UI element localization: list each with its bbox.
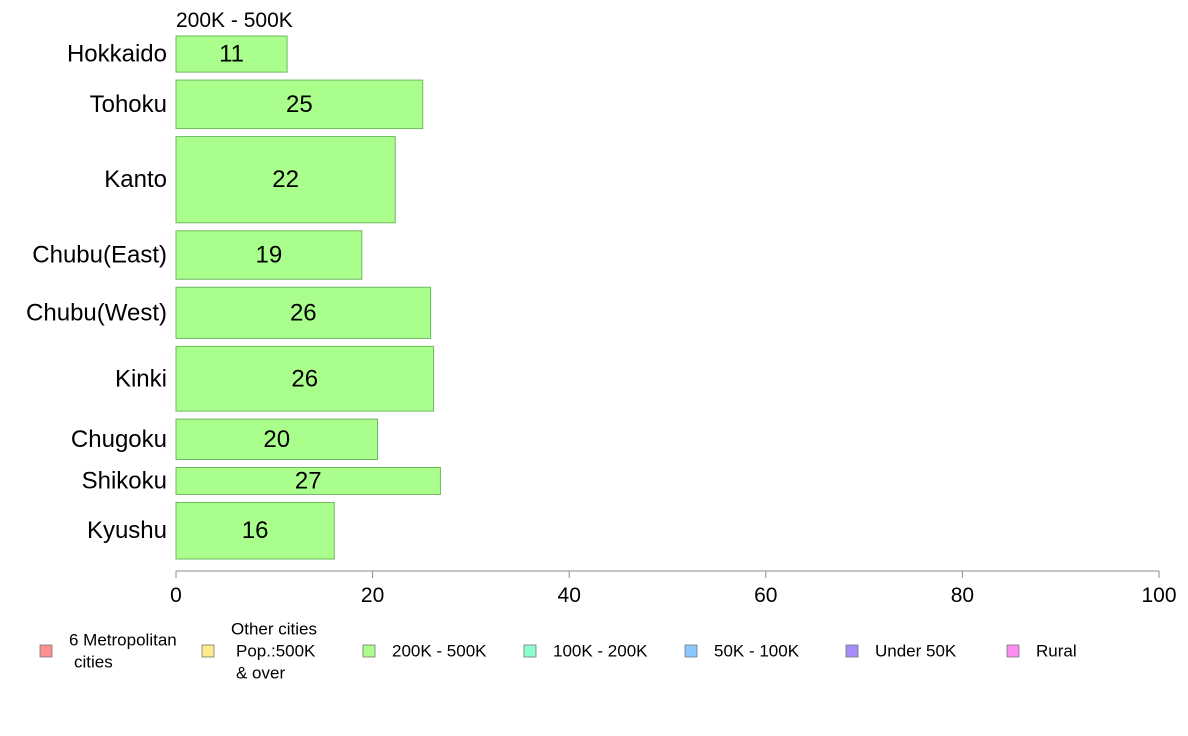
bar bbox=[175, 286, 432, 339]
chart-title: 200K - 500K bbox=[176, 9, 293, 32]
category-label: Kyushu bbox=[87, 517, 167, 544]
category-label: Chubu(East) bbox=[32, 242, 167, 269]
bar-value-label: 16 bbox=[242, 517, 269, 544]
x-tick-label: 40 bbox=[558, 584, 581, 607]
bar bbox=[175, 466, 441, 495]
x-axis: 0 20 40 60 80 100 bbox=[170, 570, 1177, 607]
x-tick-label: 60 bbox=[754, 584, 777, 607]
category-label: Hokkaido bbox=[67, 41, 167, 68]
legend-label: 50K - 100K bbox=[714, 642, 800, 661]
legend-swatch bbox=[362, 644, 376, 658]
bar-value-label: 19 bbox=[256, 242, 283, 269]
x-tick-label: 100 bbox=[1141, 584, 1176, 607]
x-tick-label: 80 bbox=[951, 584, 974, 607]
bar-value-label: 27 bbox=[295, 467, 322, 494]
bar-value-label: 20 bbox=[263, 426, 290, 453]
legend-label: 100K - 200K bbox=[553, 642, 648, 661]
legend-swatch bbox=[845, 644, 859, 658]
bar bbox=[175, 501, 335, 560]
bar bbox=[175, 418, 379, 460]
bar bbox=[175, 35, 288, 73]
category-label: Shikoku bbox=[82, 467, 167, 494]
bar-value-label: 26 bbox=[290, 299, 317, 326]
legend-swatch bbox=[39, 644, 53, 658]
category-label: Kanto bbox=[104, 166, 167, 193]
category-label: Kinki bbox=[115, 365, 167, 392]
legend-label: Under 50K bbox=[875, 642, 957, 661]
bar bbox=[175, 136, 396, 224]
bar-value-label: 22 bbox=[272, 166, 299, 193]
legend-swatch bbox=[684, 644, 698, 658]
bar-value-label: 11 bbox=[219, 41, 244, 68]
category-labels: Hokkaido Tohoku Kanto Chubu(East) Chubu(West… bbox=[26, 41, 167, 545]
x-tick-label: 0 bbox=[170, 584, 182, 607]
legend-label: 200K - 500K bbox=[392, 642, 487, 661]
legend-swatch bbox=[523, 644, 537, 658]
bar bbox=[175, 79, 424, 130]
bar bbox=[175, 345, 435, 412]
category-label: Chubu(West) bbox=[26, 299, 167, 326]
bar bbox=[175, 230, 363, 280]
category-label: Chugoku bbox=[71, 426, 167, 453]
x-tick-label: 20 bbox=[361, 584, 384, 607]
bar-value-label: 25 bbox=[286, 91, 313, 118]
legend-label: 6 Metropolitan cities bbox=[69, 631, 177, 672]
bar-value-label: 26 bbox=[291, 365, 318, 392]
legend-swatch bbox=[201, 644, 215, 658]
legend: 6 Metropolitan cities Other cities Pop.:500… bbox=[39, 620, 1077, 683]
legend-label: Other cities Pop.:500K & over bbox=[231, 620, 317, 683]
legend-swatch bbox=[1006, 644, 1020, 658]
legend-label: Rural bbox=[1036, 642, 1077, 661]
category-label: Tohoku bbox=[90, 91, 167, 118]
